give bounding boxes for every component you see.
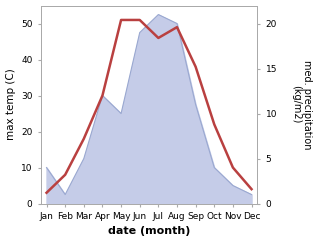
Y-axis label: max temp (C): max temp (C) bbox=[5, 69, 16, 140]
X-axis label: date (month): date (month) bbox=[108, 227, 190, 236]
Y-axis label: med. precipitation
(kg/m2): med. precipitation (kg/m2) bbox=[291, 60, 313, 149]
